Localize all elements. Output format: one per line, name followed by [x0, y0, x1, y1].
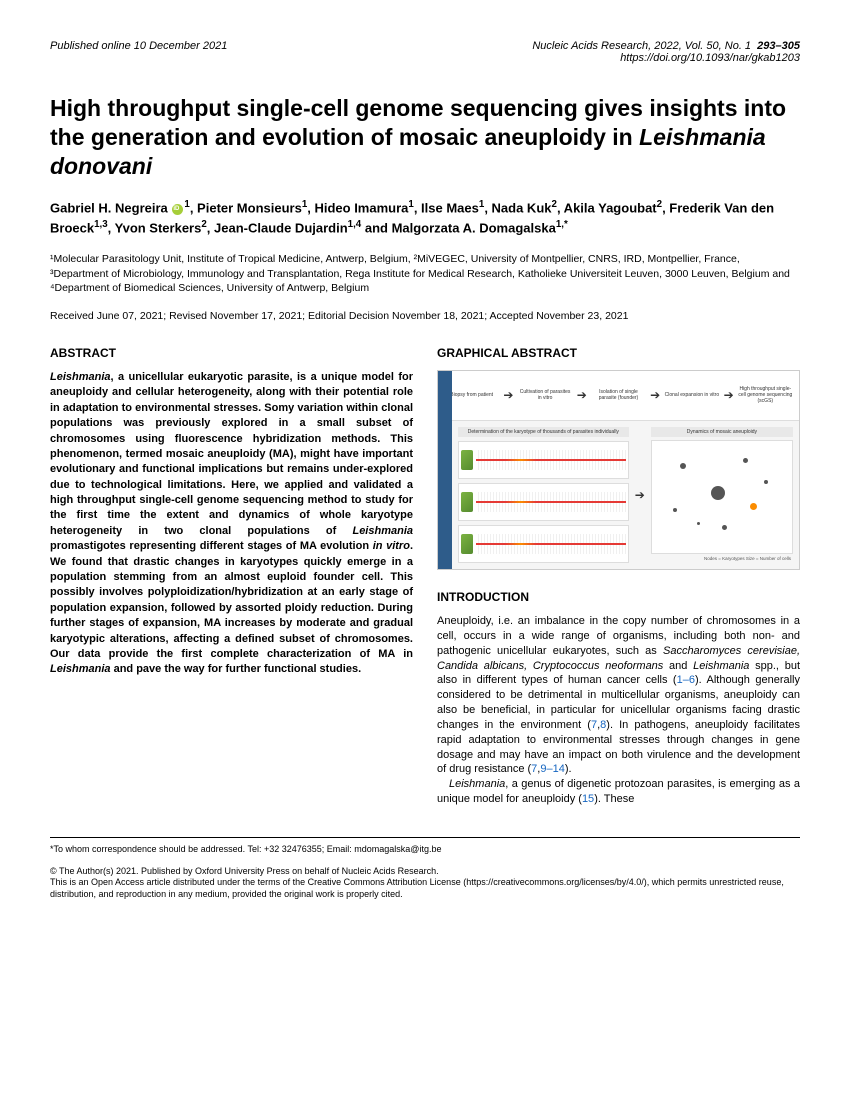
right-column: GRAPHICAL ABSTRACT Biopsy from patient ➔… [437, 346, 800, 807]
doi: https://doi.org/10.1093/nar/gkab1203 [620, 52, 800, 64]
arrow-icon: ➔ [650, 388, 660, 402]
ga-network-panel: Dynamics of mosaic aneuploidy Nodes = Ka… [651, 427, 793, 563]
author-list: Gabriel H. Negreira 1, Pieter Monsieurs1… [50, 198, 800, 238]
license: This is an Open Access article distribut… [50, 877, 800, 900]
pub-date: Published online 10 December 2021 [50, 40, 227, 64]
graphical-abstract: Biopsy from patient ➔ Cultivation of par… [437, 370, 800, 570]
left-column: ABSTRACT Leishmania, a unicellular eukar… [50, 346, 413, 807]
abstract-text: Leishmania, a unicellular eukaryotic par… [50, 370, 413, 678]
correspondence: *To whom correspondence should be addres… [50, 844, 800, 856]
ga-step: Isolation of single parasite (founder) [591, 375, 646, 415]
citation-link[interactable]: 1–6 [677, 674, 695, 686]
intro-text: Aneuploidy, i.e. an imbalance in the cop… [437, 614, 800, 807]
ga-step: Clonal expansion in vitro [664, 375, 719, 415]
page-footer: *To whom correspondence should be addres… [50, 837, 800, 901]
graphical-heading: GRAPHICAL ABSTRACT [437, 346, 800, 360]
journal-info: Nucleic Acids Research, 2022, Vol. 50, N… [532, 40, 800, 64]
ga-step: High throughput single-cell genome seque… [738, 375, 793, 415]
ga-step: Biopsy from patient [444, 375, 499, 415]
abstract-heading: ABSTRACT [50, 346, 413, 360]
karyotype-item [458, 483, 629, 521]
affiliations: ¹Molecular Parasitology Unit, Institute … [50, 252, 800, 296]
ga-results-row: Determination of the karyotype of thousa… [438, 421, 799, 569]
article-dates: Received June 07, 2021; Revised November… [50, 310, 800, 322]
ga-step: Cultivation of parasites in vitro [517, 375, 572, 415]
article-title: High throughput single-cell genome seque… [50, 94, 800, 180]
copyright: © The Author(s) 2021. Published by Oxfor… [50, 866, 800, 878]
karyotype-item [458, 525, 629, 563]
ga-methods-row: Biopsy from patient ➔ Cultivation of par… [438, 371, 799, 421]
arrow-icon: ➔ [577, 388, 587, 402]
arrow-icon: ➔ [635, 488, 645, 502]
arrow-icon: ➔ [724, 388, 734, 402]
intro-heading: INTRODUCTION [437, 590, 800, 604]
citation-link[interactable]: 15 [582, 793, 594, 805]
citation-link[interactable]: 9–14 [540, 763, 564, 775]
page-header: Published online 10 December 2021 Nuclei… [50, 40, 800, 64]
karyotype-item [458, 441, 629, 479]
ga-sidebar [438, 371, 452, 569]
network-vis [651, 440, 793, 554]
ga-karyotype-panel: Determination of the karyotype of thousa… [458, 427, 629, 563]
arrow-icon: ➔ [503, 388, 513, 402]
